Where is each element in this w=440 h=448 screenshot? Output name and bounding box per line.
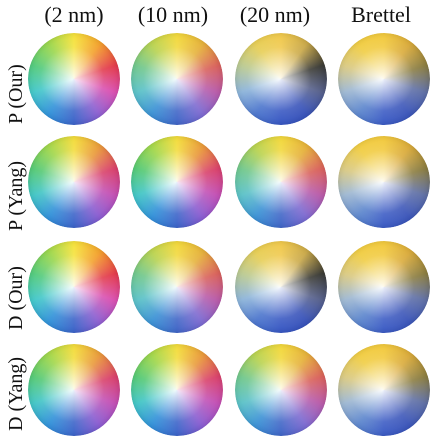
- column-header-20nm: (20 nm): [239, 2, 311, 27]
- color-wheel-d-yang-brettel: [338, 344, 430, 436]
- row-label-p-our: P (Our): [5, 64, 27, 124]
- edge-shade: [235, 33, 327, 125]
- white-center: [338, 136, 430, 228]
- color-wheel-d-our-10nm: [131, 241, 223, 333]
- edge-shade: [338, 136, 430, 228]
- edge-shade: [131, 344, 223, 436]
- edge-shade: [235, 344, 327, 436]
- color-wheel-d-yang-20nm: [235, 344, 327, 436]
- color-wheel-p-yang-2nm: [28, 136, 120, 228]
- color-wheel-p-our-10nm: [131, 33, 223, 125]
- color-wheel-p-our-2nm: [28, 33, 120, 125]
- color-wheel-d-our-brettel: [338, 241, 430, 333]
- edge-shade: [338, 344, 430, 436]
- column-header-2nm: (2 nm): [44, 2, 104, 27]
- color-wheel-d-yang-2nm: [28, 344, 120, 436]
- color-wheel-d-yang-10nm: [131, 344, 223, 436]
- color-wheel-p-yang-brettel: [338, 136, 430, 228]
- edge-shade: [28, 136, 120, 228]
- white-center: [28, 33, 120, 125]
- color-wheel-d-our-20nm: [235, 241, 327, 333]
- edge-shade: [338, 33, 430, 125]
- edge-shade: [131, 136, 223, 228]
- column-header-brettel: Brettel: [351, 2, 411, 27]
- white-center: [338, 33, 430, 125]
- color-wheel-p-yang-10nm: [131, 136, 223, 228]
- white-center: [235, 241, 327, 333]
- edge-shade: [28, 33, 120, 125]
- white-center: [235, 136, 327, 228]
- white-center: [28, 241, 120, 333]
- white-center: [338, 344, 430, 436]
- white-center: [28, 136, 120, 228]
- color-wheel-p-our-brettel: [338, 33, 430, 125]
- edge-shade: [235, 136, 327, 228]
- white-center: [235, 33, 327, 125]
- color-wheel-p-yang-20nm: [235, 136, 327, 228]
- color-wheel-d-our-2nm: [28, 241, 120, 333]
- edge-shade: [131, 241, 223, 333]
- row-label-d-our: D (Our): [5, 266, 27, 330]
- white-center: [131, 344, 223, 436]
- edge-shade: [235, 241, 327, 333]
- edge-shade: [28, 241, 120, 333]
- white-center: [235, 344, 327, 436]
- row-label-d-yang: D (Yang): [5, 356, 27, 432]
- edge-shade: [28, 344, 120, 436]
- white-center: [131, 136, 223, 228]
- white-center: [131, 241, 223, 333]
- edge-shade: [131, 33, 223, 125]
- white-center: [28, 344, 120, 436]
- white-center: [131, 33, 223, 125]
- color-wheel-p-our-20nm: [235, 33, 327, 125]
- edge-shade: [338, 241, 430, 333]
- row-label-p-yang: P (Yang): [5, 160, 27, 232]
- white-center: [338, 241, 430, 333]
- column-header-10nm: (10 nm): [137, 2, 209, 27]
